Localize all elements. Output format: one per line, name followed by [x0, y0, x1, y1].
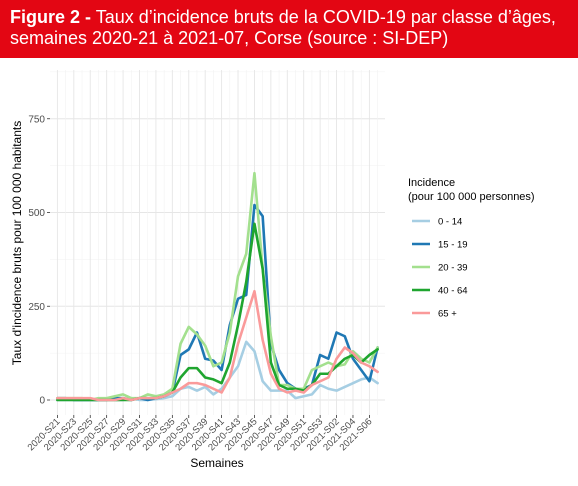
series-line [56, 289, 379, 402]
incidence-line-chart: 0 250 500 750 2020-S212020-S232020-S252020-… [10, 70, 535, 470]
legend-label: 20 - 39 [438, 263, 468, 274]
legend: Incidence (pour 100 000 personnes) 0 - 1… [408, 177, 535, 320]
legend-label: 15 - 19 [438, 240, 468, 251]
legend-title-line-2: (pour 100 000 personnes) [408, 191, 535, 203]
figure-title: Figure 2 - Taux d’incidence bruts de la … [0, 0, 578, 58]
y-tick-label: 0 [39, 396, 45, 407]
legend-label: 40 - 64 [438, 286, 468, 297]
title-line-1: Taux d’incidence bruts de la COVID-19 pa… [91, 7, 556, 27]
y-axis-ticks: 0 250 500 750 [28, 114, 50, 407]
series-line [56, 171, 379, 402]
legend-items: 0 - 14 15 - 19 20 - 39 40 - 64 65 + [412, 217, 468, 320]
title-line-2: semaines 2020-21 à 2021-07, Corse (sourc… [10, 28, 449, 48]
y-tick-label: 750 [28, 114, 45, 125]
x-axis-title: Semaines [190, 456, 243, 470]
y-tick-label: 500 [28, 208, 45, 219]
y-tick-label: 250 [28, 302, 45, 313]
series-lines [56, 171, 379, 402]
y-axis-title: Taux d'incidence bruts pour 100 000 habi… [10, 121, 24, 365]
figure-label: Figure 2 - [10, 7, 92, 27]
legend-label: 65 + [438, 309, 457, 320]
x-axis-ticks: 2020-S212020-S232020-S252020-S272020-S29… [26, 415, 375, 453]
legend-title-line-1: Incidence [408, 177, 455, 189]
legend-label: 0 - 14 [438, 217, 462, 228]
